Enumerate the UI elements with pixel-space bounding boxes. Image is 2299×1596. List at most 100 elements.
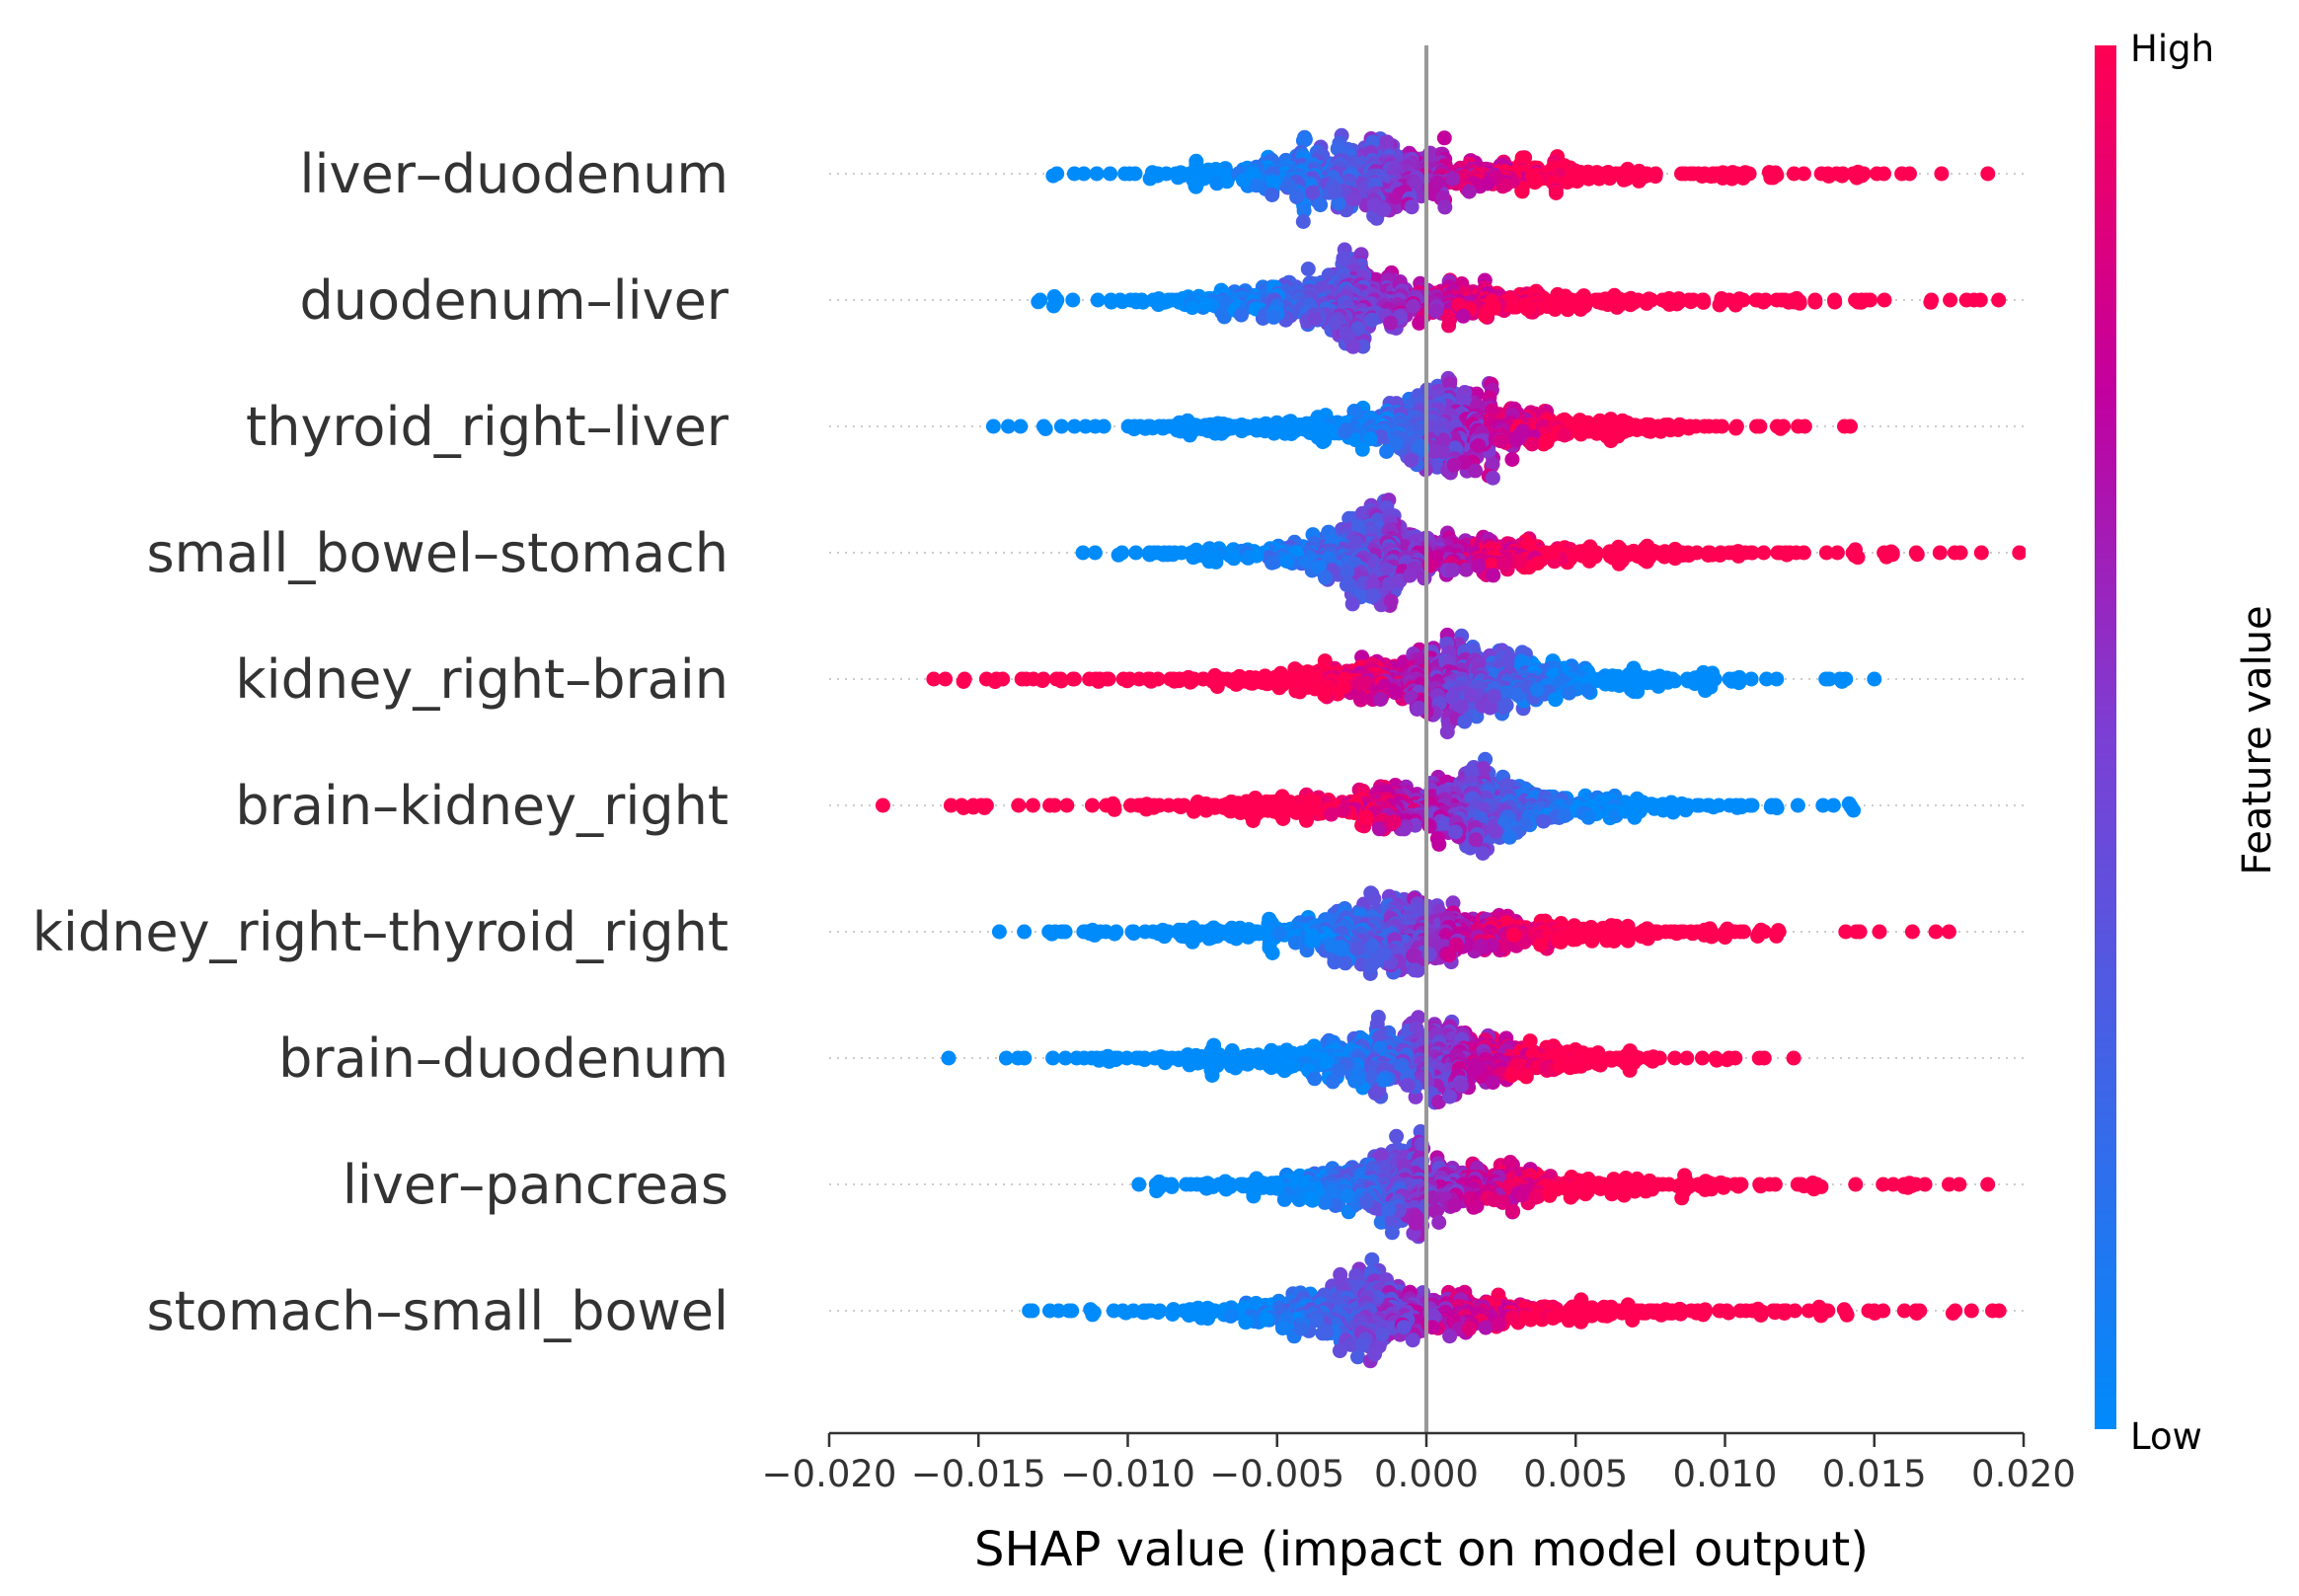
shap-point — [1498, 698, 1514, 714]
shap-point — [1749, 418, 1764, 434]
shap-point — [1505, 299, 1521, 315]
shap-point — [1728, 420, 1743, 436]
shap-point — [991, 924, 1007, 940]
shap-point — [1781, 294, 1797, 310]
shap-point — [1304, 933, 1319, 949]
shap-point — [1279, 554, 1295, 570]
shap-point — [1128, 545, 1144, 561]
shap-point — [926, 671, 942, 687]
shap-point — [1096, 418, 1111, 434]
shap-point — [1639, 295, 1654, 311]
shap-point — [1551, 933, 1567, 949]
shap-point — [1011, 798, 1027, 813]
shap-point — [1266, 675, 1282, 691]
shap-point — [1161, 924, 1176, 940]
shap-point — [1773, 420, 1789, 436]
shap-point — [1305, 185, 1321, 200]
shap-point — [1087, 545, 1103, 561]
shap-point — [1615, 550, 1631, 566]
shap-point — [1498, 178, 1513, 192]
shap-point — [1358, 809, 1374, 825]
shap-point — [1493, 433, 1508, 449]
shap-point — [1594, 425, 1610, 441]
shap-point — [1763, 170, 1779, 186]
shap-point — [956, 674, 971, 689]
shap-point — [1350, 321, 1366, 337]
shap-point — [1188, 179, 1204, 194]
shap-point — [1909, 547, 1925, 563]
shap-point — [1512, 553, 1528, 569]
shap-point — [1159, 294, 1175, 310]
shap-point — [1869, 166, 1884, 182]
shap-point — [1339, 577, 1354, 592]
shap-point — [1283, 426, 1299, 441]
shap-point — [1548, 692, 1564, 708]
shap-point — [1485, 456, 1500, 472]
shap-point — [1044, 926, 1060, 942]
shap-point — [1441, 948, 1457, 963]
shap-point — [1941, 924, 1956, 940]
shap-point — [1366, 891, 1382, 907]
shap-point — [1834, 673, 1850, 689]
shap-point — [1442, 376, 1458, 392]
shap-point — [1829, 545, 1845, 561]
shap-point — [1696, 294, 1712, 310]
shap-point — [1373, 692, 1389, 707]
shap-point — [1350, 675, 1366, 691]
shap-point — [1412, 315, 1427, 331]
shap-point — [1980, 166, 1996, 182]
shap-point — [1626, 295, 1642, 311]
shap-point — [1031, 294, 1046, 310]
shap-point — [1324, 806, 1340, 822]
shap-point — [1867, 671, 1882, 687]
shap-point — [1035, 673, 1050, 689]
shap-point — [1386, 814, 1402, 830]
shap-point — [1722, 168, 1737, 184]
shap-point — [1444, 690, 1460, 705]
shap-point — [1234, 307, 1249, 323]
shap-point — [1928, 924, 1944, 940]
shap-point — [1202, 422, 1218, 438]
shap-point — [1843, 418, 1858, 434]
shap-point — [1614, 929, 1630, 945]
shap-point — [1706, 799, 1722, 815]
shap-point — [1265, 309, 1281, 325]
shap-point — [1943, 292, 1958, 308]
shap-point — [1313, 197, 1329, 213]
shap-point — [1616, 424, 1632, 439]
shap-point — [1600, 297, 1616, 313]
shap-point — [1455, 308, 1471, 324]
shap-point — [1161, 418, 1177, 434]
shap-point — [1904, 924, 1920, 940]
shap-point — [1421, 818, 1437, 834]
shap-point — [1878, 549, 1894, 565]
shap-point — [1182, 427, 1197, 443]
shap-point — [1821, 168, 1837, 184]
shap-point — [1701, 418, 1717, 434]
shap-point — [1451, 297, 1467, 313]
shap-point — [956, 800, 971, 815]
shap-point — [1421, 947, 1437, 962]
shap-point — [1363, 958, 1379, 974]
shap-point — [1562, 685, 1577, 701]
shap-point — [1379, 444, 1395, 459]
shap-point — [1271, 926, 1287, 942]
shap-point — [1650, 678, 1666, 694]
shap-point — [1845, 166, 1861, 182]
shap-point — [1468, 832, 1484, 848]
shap-point — [1680, 673, 1696, 689]
shap-point — [1932, 545, 1948, 561]
shap-point — [1514, 184, 1530, 199]
shap-point — [1152, 798, 1167, 813]
shap-point — [1652, 423, 1668, 439]
shap-point — [1923, 294, 1939, 310]
shap-point — [1408, 176, 1423, 191]
shap-point — [1142, 547, 1158, 563]
shap-point — [1737, 545, 1753, 561]
shap-point — [1445, 563, 1461, 578]
shap-point — [1082, 926, 1098, 942]
shap-point — [1406, 298, 1421, 314]
shap-point — [1533, 937, 1549, 952]
shap-point — [1336, 251, 1351, 266]
shap-point — [1053, 673, 1069, 689]
